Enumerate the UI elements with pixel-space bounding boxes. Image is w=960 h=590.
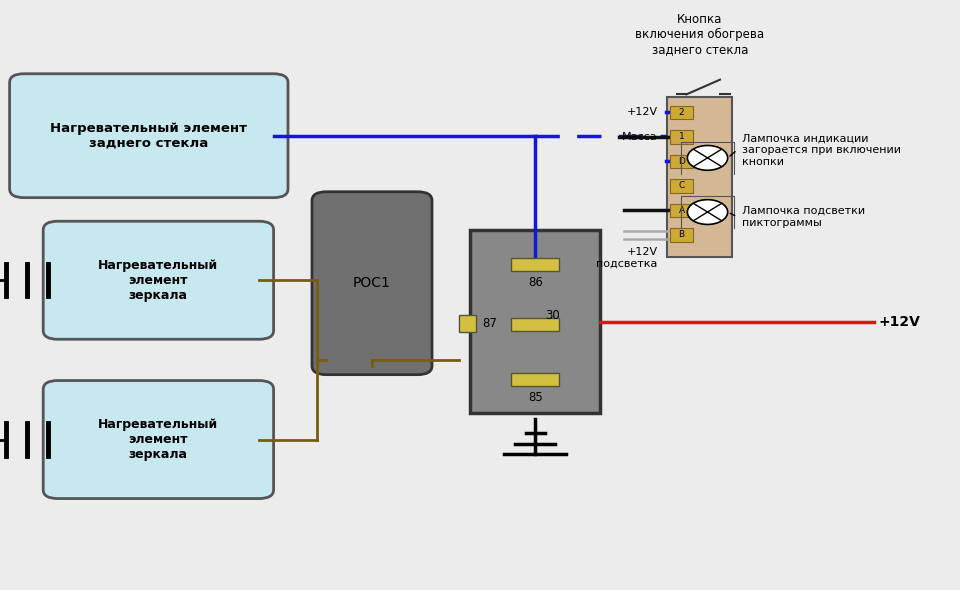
- Bar: [670, 204, 693, 217]
- Text: C: C: [679, 182, 684, 191]
- Text: +12V
подсветка: +12V подсветка: [596, 247, 658, 268]
- Text: A: A: [679, 206, 684, 215]
- Bar: [511, 318, 559, 331]
- Bar: [667, 97, 732, 257]
- Text: Нагревательный
элемент
зеркала: Нагревательный элемент зеркала: [98, 418, 219, 461]
- FancyBboxPatch shape: [43, 221, 274, 339]
- Bar: [670, 106, 693, 119]
- Text: D: D: [678, 157, 684, 166]
- Text: Лампочка подсветки
пиктограммы: Лампочка подсветки пиктограммы: [742, 206, 865, 228]
- Text: Нагревательный элемент
заднего стекла: Нагревательный элемент заднего стекла: [50, 122, 248, 150]
- Bar: [670, 130, 693, 144]
- Bar: [511, 373, 559, 386]
- Bar: [670, 155, 693, 168]
- Text: РОС1: РОС1: [353, 276, 391, 290]
- Bar: [670, 179, 693, 193]
- Text: +12V: +12V: [627, 107, 658, 117]
- Text: B: B: [679, 231, 684, 240]
- Circle shape: [687, 199, 728, 224]
- Text: Кнопка
включения обогрева
заднего стекла: Кнопка включения обогрева заднего стекла: [636, 13, 764, 56]
- Text: 2: 2: [679, 108, 684, 117]
- Bar: [459, 314, 476, 332]
- Text: 87: 87: [482, 317, 496, 330]
- Text: 30: 30: [544, 309, 560, 322]
- Bar: [470, 230, 600, 413]
- Text: 85: 85: [528, 391, 542, 404]
- FancyBboxPatch shape: [43, 381, 274, 499]
- Bar: [511, 258, 559, 271]
- Text: Масса: Масса: [622, 132, 658, 142]
- Text: 86: 86: [528, 276, 542, 289]
- Text: 1: 1: [679, 132, 684, 142]
- Circle shape: [687, 146, 728, 171]
- Text: Нагревательный
элемент
зеркала: Нагревательный элемент зеркала: [98, 259, 219, 301]
- FancyBboxPatch shape: [312, 192, 432, 375]
- Text: Лампочка индикации
загорается при включении
кнопки: Лампочка индикации загорается при включе…: [742, 133, 901, 166]
- FancyBboxPatch shape: [10, 74, 288, 198]
- Text: +12V: +12V: [878, 314, 921, 329]
- Bar: [670, 228, 693, 242]
